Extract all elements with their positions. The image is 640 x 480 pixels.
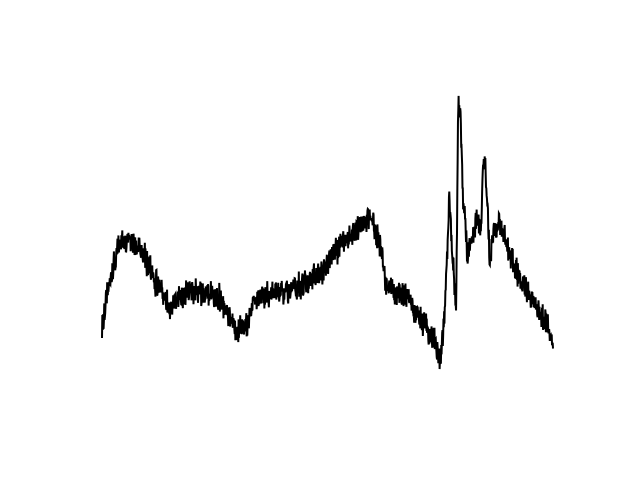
plot-area [101,95,554,370]
series-line-signal [101,95,554,370]
